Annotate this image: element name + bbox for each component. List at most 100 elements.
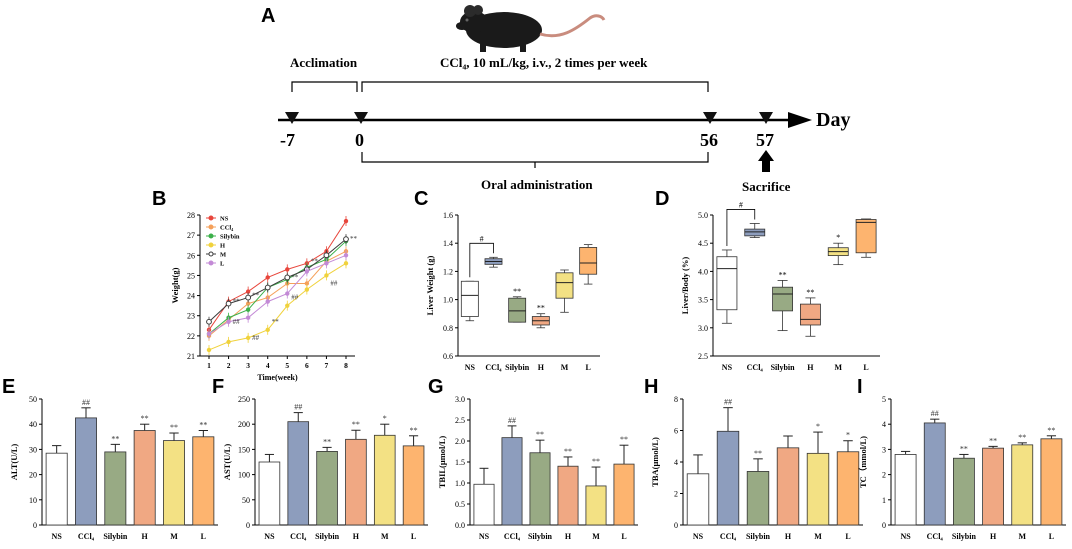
significance-mark: * [836, 233, 840, 242]
legend-marker [208, 233, 214, 239]
bar-m [1011, 444, 1034, 526]
x-tick-label: NS [693, 532, 704, 541]
y-tick-label: 20 [29, 471, 37, 480]
significance-mark: ** [806, 288, 814, 297]
x-tick-label: Silybin [952, 532, 977, 541]
data-point [245, 294, 252, 301]
y-axis-label: Liver Weight (g) [425, 256, 435, 316]
significance-mark: ** [272, 318, 280, 326]
x-tick-label: CCl₄ [720, 532, 737, 541]
bar-m [806, 452, 830, 526]
bar-ns [473, 483, 495, 526]
y-tick-label: 1.2 [443, 267, 453, 276]
x-tick-label: 5 [285, 361, 289, 370]
significance-bracket [469, 242, 494, 278]
x-tick-label: M [814, 532, 822, 541]
panel-label-i: I [857, 376, 863, 398]
data-point [285, 291, 290, 296]
y-tick-label: 0.8 [443, 324, 453, 333]
x-tick-label: 4 [266, 361, 270, 370]
x-tick-label: L [1049, 532, 1054, 541]
x-tick-label: M [561, 363, 569, 372]
legend-label: CCl₄ [220, 225, 233, 232]
data-point [206, 331, 212, 337]
x-tick-label: 6 [305, 361, 309, 370]
x-tick-label: Silybin [315, 532, 340, 541]
significance-mark: ** [170, 423, 178, 432]
y-tick-label: 100 [238, 471, 250, 480]
y-tick-label: 0 [882, 521, 886, 530]
legend-label: H [220, 243, 225, 250]
data-point [285, 267, 290, 272]
legend-label: Silybin [220, 234, 240, 241]
series-line-ns [208, 220, 347, 331]
bar-ccl4 [923, 422, 946, 526]
significance-mark: ## [291, 294, 299, 302]
data-point [226, 319, 231, 324]
x-tick-label: H [807, 363, 814, 372]
x-tick-label: M [592, 532, 600, 541]
series-line-l [208, 254, 347, 335]
x-tick-label: L [621, 532, 626, 541]
data-point [245, 301, 251, 306]
significance-mark: ** [352, 420, 360, 429]
data-point [206, 347, 212, 353]
panel-label-c: C [414, 188, 428, 210]
x-tick-label: Silybin [746, 532, 771, 541]
y-axis-label: ALT(U/L) [9, 444, 19, 481]
y-tick-label: 0 [674, 521, 678, 530]
x-tick-label: CCl₄ [747, 363, 764, 372]
box-silybin [772, 286, 794, 312]
y-tick-label: 1 [882, 496, 886, 505]
x-tick-label: NS [465, 363, 476, 372]
x-tick-label: H [990, 532, 997, 541]
x-tick-label: L [411, 532, 416, 541]
data-point [324, 261, 329, 266]
bar-silybin [746, 471, 770, 526]
x-tick-label: CCl₄ [485, 363, 502, 372]
data-point [285, 303, 290, 308]
bar-m [373, 434, 396, 526]
bar-l [836, 451, 860, 526]
x-tick-label: 3 [246, 361, 250, 370]
data-point [284, 274, 291, 281]
significance-mark: ** [754, 449, 762, 458]
bar-m [163, 440, 185, 526]
box-ns [460, 280, 479, 317]
y-axis-label: AST(U/L) [222, 444, 232, 481]
y-tick-label: 1.0 [443, 296, 453, 305]
significance-mark: ** [350, 235, 358, 243]
y-tick-label: 30 [29, 445, 37, 454]
panel-a: A Acclimation CCl₄, 10 mL/kg, i.v., 2 ti… [261, 5, 850, 194]
legend-marker [208, 251, 214, 257]
y-tick-label: 27 [187, 231, 195, 240]
x-tick-label: NS [900, 532, 911, 541]
bar-ns [686, 473, 710, 526]
legend-marker [208, 224, 214, 230]
y-tick-label: 2 [882, 471, 886, 480]
data-point [245, 307, 251, 312]
acclimation-bracket [291, 81, 358, 92]
significance-mark: ** [291, 273, 299, 281]
y-tick-label: 26 [187, 251, 195, 260]
y-axis-label: TBA(μmol/L) [650, 437, 660, 487]
bar-ns [894, 454, 917, 526]
y-axis-label: Liver/Body (%) [680, 257, 690, 315]
significance-mark: ## [252, 334, 260, 342]
day-marker [759, 112, 773, 124]
bar-ccl4 [75, 417, 97, 526]
bar-l [613, 463, 635, 526]
data-point [343, 236, 349, 243]
bar-m [585, 485, 607, 526]
y-tick-label: 2.5 [455, 416, 465, 425]
legend-label: M [220, 252, 226, 259]
x-axis-label: Time(week) [257, 373, 298, 382]
box-ns [716, 256, 738, 311]
y-tick-label: 24 [187, 292, 195, 301]
data-point [343, 253, 349, 258]
significance-bracket [726, 209, 756, 246]
y-tick-label: 2.0 [455, 437, 465, 446]
series-line-m [208, 238, 347, 323]
